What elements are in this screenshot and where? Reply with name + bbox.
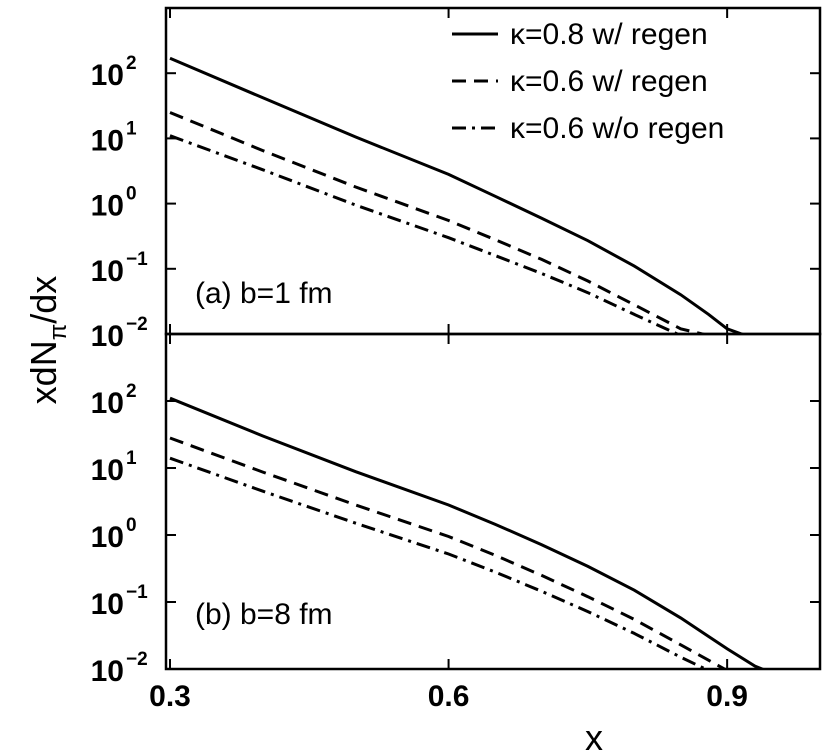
panel-a-series-dashdot-line bbox=[169, 134, 682, 334]
y-axis-label-sub: π bbox=[45, 324, 72, 341]
panel-b-frame bbox=[164, 332, 822, 671]
panel-a-ytick-label: 10 bbox=[91, 124, 124, 157]
panel-b-ytick-label: 10 bbox=[91, 521, 124, 554]
panel-a-ytick-exponent: 1 bbox=[126, 118, 137, 139]
x-tick-label: 0.9 bbox=[706, 680, 748, 713]
panel-b-ytick-exponent: −2 bbox=[126, 649, 148, 670]
legend: κ=0.8 w/ regen κ=0.6 w/ regen κ=0.6 w/o re… bbox=[452, 18, 724, 145]
panel-a-ytick-exponent: −2 bbox=[126, 314, 148, 335]
panel-a-ytick-exponent: 0 bbox=[126, 184, 137, 205]
panel-b-ytick-label: 10 bbox=[91, 387, 124, 420]
panel-a-ytick-exponent: 2 bbox=[126, 53, 137, 74]
panel-a-ytick-label: 10 bbox=[91, 320, 124, 353]
panel-a-ytick-label: 10 bbox=[91, 190, 124, 223]
panel-b-ytick-label: 10 bbox=[91, 655, 124, 688]
y-axis-label-tail: /dx bbox=[23, 276, 64, 324]
legend-entry-label: κ=0.6 w/o regen bbox=[510, 112, 724, 145]
panel-a-ytick-label: 10 bbox=[91, 255, 124, 288]
panel-b-ytick-exponent: 2 bbox=[126, 381, 137, 402]
svg-text:xdNπ/dx: xdNπ/dx bbox=[23, 276, 72, 405]
legend-entry-label: κ=0.6 w/ regen bbox=[510, 65, 708, 98]
panel-b-ytick-label: 10 bbox=[91, 454, 124, 487]
panel-a-series-dashed-line bbox=[169, 111, 709, 334]
panel-b-ytick-label: 10 bbox=[91, 588, 124, 621]
panel-b-ytick-exponent: 1 bbox=[126, 448, 137, 469]
x-axis: 0.3 0.6 0.9 bbox=[149, 680, 748, 713]
y-axis-label: xdNπ/dx bbox=[23, 276, 72, 405]
panel-a-ytick-exponent: −1 bbox=[126, 249, 148, 270]
x-axis-label: x bbox=[585, 717, 603, 750]
panel-a-series-solid-line bbox=[169, 56, 746, 334]
x-tick-label: 0.3 bbox=[149, 680, 191, 713]
panel-a-ytick-label: 10 bbox=[91, 59, 124, 92]
panel-b-ytick-exponent: −1 bbox=[126, 582, 148, 603]
x-tick-label: 0.6 bbox=[428, 680, 470, 713]
panel-b-series-dashed-line bbox=[169, 436, 728, 669]
panel-b-series-solid-line bbox=[169, 396, 766, 669]
panel-b-series-dashdot-line bbox=[169, 456, 709, 669]
legend-entry-label: κ=0.8 w/ regen bbox=[510, 18, 708, 51]
y-axis-label-main: xdN bbox=[23, 340, 64, 404]
panel-b-label: (b) b=8 fm bbox=[195, 598, 333, 631]
panel-a-label: (a) b=1 fm bbox=[195, 277, 333, 310]
panel-b-ytick-exponent: 0 bbox=[126, 515, 137, 536]
